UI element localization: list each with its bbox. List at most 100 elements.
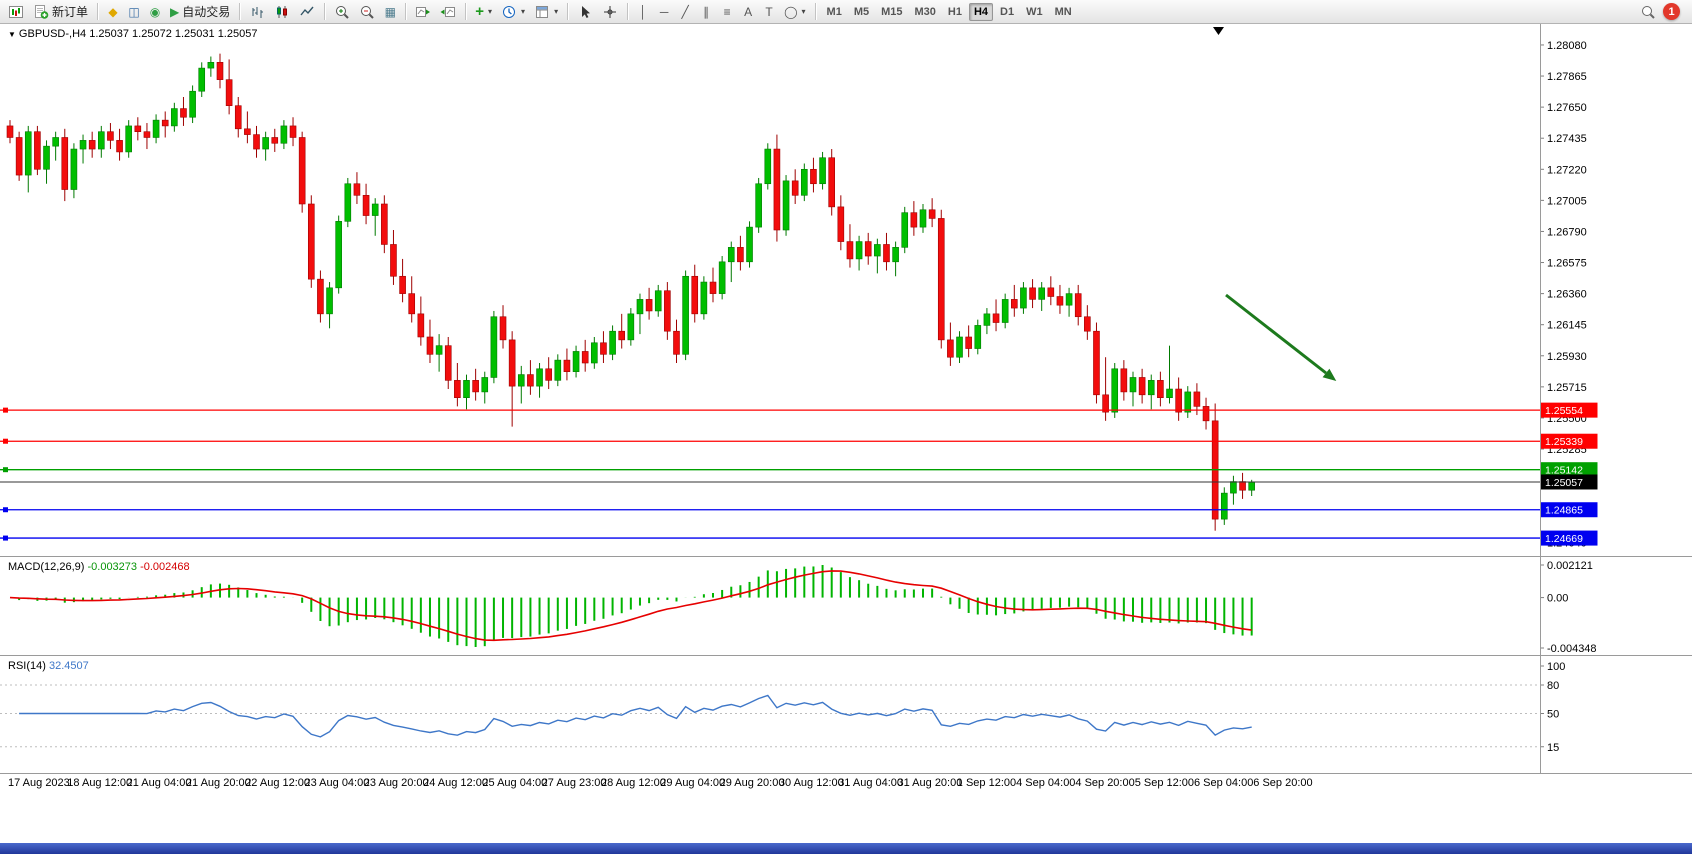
trend-arrow-head[interactable] xyxy=(1322,368,1337,381)
line-chart-mode-button[interactable] xyxy=(295,2,319,22)
symbol-name: GBPUSD-,H4 xyxy=(18,28,87,40)
candle-body xyxy=(554,359,562,381)
new-chart-button[interactable] xyxy=(4,2,28,22)
price-axis-label: 1.26790 xyxy=(1547,226,1587,238)
zoom-in-icon xyxy=(336,5,349,19)
vertical-line-tool-button[interactable]: │ xyxy=(633,2,653,22)
timeframe-w1-button[interactable]: W1 xyxy=(1021,3,1048,21)
candle-body xyxy=(1102,394,1109,413)
new-order-button[interactable]: 新订单 xyxy=(29,2,92,22)
indicators-button[interactable]: + ▾ xyxy=(471,2,496,22)
autotrading-button[interactable]: ▶ 自动交易 xyxy=(166,2,234,22)
timeframe-h4-button[interactable]: H4 xyxy=(968,2,994,21)
level-handle[interactable] xyxy=(3,535,8,541)
candle-body xyxy=(764,148,772,185)
candle-body xyxy=(1129,377,1137,393)
timeframe-mn-button[interactable]: MN xyxy=(1050,3,1077,21)
candle-body xyxy=(1001,299,1009,323)
candle-body xyxy=(810,168,817,185)
price-axis-label: 1.25930 xyxy=(1547,351,1587,363)
zoom-in-button[interactable] xyxy=(330,2,354,22)
candle-body xyxy=(271,137,279,144)
price-badge xyxy=(1540,530,1598,546)
timeframe-m15-button[interactable]: M15 xyxy=(876,3,907,21)
trendline-tool-button[interactable]: ╱ xyxy=(675,2,695,22)
data-window-button[interactable]: ◫ xyxy=(124,2,144,22)
level-handle[interactable] xyxy=(3,407,8,413)
horizontal-line-tool-button[interactable]: ─ xyxy=(654,2,674,22)
macd-panel-canvas[interactable]: 0.002121 0.00 -0.004348 xyxy=(0,556,1692,655)
zoom-out-button[interactable] xyxy=(355,2,379,22)
candle-body xyxy=(490,316,498,378)
tile-windows-button[interactable]: ▦ xyxy=(380,2,400,22)
shapes-tool-button[interactable]: ◯ ▾ xyxy=(780,2,809,22)
toolbar-separator xyxy=(239,3,241,20)
navigator-button[interactable]: ◉ xyxy=(145,2,165,22)
candle-body xyxy=(837,206,845,242)
notification-badge[interactable]: 1 xyxy=(1663,3,1680,20)
time-axis-label: 6 Sep 04:00 xyxy=(1194,777,1254,789)
bar-chart-mode-button[interactable] xyxy=(245,2,269,22)
candle-body xyxy=(1166,388,1173,399)
time-axis-label: 5 Sep 12:00 xyxy=(1134,777,1195,789)
candle-body xyxy=(244,128,251,135)
templates-button[interactable]: ▾ xyxy=(530,2,562,22)
candle-body xyxy=(1010,299,1018,309)
market-watch-button[interactable]: ◆ xyxy=(103,2,123,22)
candle-body xyxy=(664,290,671,332)
candle-body xyxy=(1147,380,1155,396)
candlestick-mode-button[interactable] xyxy=(270,2,294,22)
auto-scroll-button[interactable] xyxy=(411,2,435,22)
periods-button[interactable]: ▾ xyxy=(497,2,529,22)
candle-body xyxy=(280,125,288,144)
candle-body xyxy=(198,67,206,92)
level-handle[interactable] xyxy=(3,467,8,473)
price-badge-label: 1.25142 xyxy=(1545,465,1583,477)
macd-label: MACD(12,26,9) -0.003273 -0.002468 xyxy=(8,561,190,573)
candle-body xyxy=(782,180,790,231)
candle-body xyxy=(52,137,59,147)
cursor-tool-button[interactable] xyxy=(573,2,597,22)
search-icon[interactable] xyxy=(1640,4,1656,20)
macd-axis-label: 0.00 xyxy=(1547,593,1568,605)
label-tool-button[interactable]: T xyxy=(759,2,779,22)
data-window-icon: ◫ xyxy=(128,4,140,19)
timeframe-m5-button[interactable]: M5 xyxy=(849,3,874,21)
timeframe-d1-button[interactable]: D1 xyxy=(995,3,1019,21)
candle-body xyxy=(974,325,982,349)
time-axis-label: 17 Aug 2023 xyxy=(8,777,70,789)
candle-body xyxy=(381,203,388,245)
chart-shift-marker[interactable] xyxy=(1213,27,1224,35)
candle-body xyxy=(819,157,826,185)
macd-name: MACD(12,26,9) xyxy=(8,561,85,573)
channel-tool-button[interactable]: ∥ xyxy=(696,2,716,22)
fibonacci-tool-button[interactable]: ≡ xyxy=(717,2,737,22)
main-toolbar: 新订单 ◆ ◫ ◉ ▶ 自动交易 xyxy=(0,0,1692,24)
candle-body xyxy=(1093,330,1100,396)
chart-shift-button[interactable] xyxy=(436,2,460,22)
candle-body xyxy=(262,137,269,150)
rsi-panel-canvas[interactable]: 100 80 50 15 xyxy=(0,655,1692,773)
candle-body xyxy=(1184,391,1192,413)
timeframe-h1-button[interactable]: H1 xyxy=(943,3,967,21)
timeframe-m1-button[interactable]: M1 xyxy=(822,3,847,21)
trend-arrow-line[interactable] xyxy=(1225,293,1327,375)
main-chart-canvas[interactable]: 1.28080 1.27865 1.27650 1.27435 1.27220 1.270… xyxy=(0,24,1692,556)
cursor-icon xyxy=(582,5,591,18)
rsi-axis-label: 15 xyxy=(1547,742,1559,754)
timeframe-m30-button[interactable]: M30 xyxy=(910,3,941,21)
candle-body xyxy=(618,330,626,341)
auto-scroll-icon xyxy=(416,6,431,17)
text-tool-button[interactable]: A xyxy=(738,2,758,22)
candle-body xyxy=(773,148,781,231)
candle-body xyxy=(353,183,361,196)
level-handle[interactable] xyxy=(3,438,8,444)
level-handle[interactable] xyxy=(3,507,8,513)
toolbar-separator xyxy=(814,3,816,20)
candle-body xyxy=(307,203,315,280)
time-axis[interactable]: 17 Aug 2023 18 Aug 12:00 21 Aug 04:00 21 Au… xyxy=(0,773,1692,792)
timeframe-group: M1 M5 M15 M30 H1 H4 D1 W1 MN xyxy=(821,2,1078,21)
crosshair-tool-button[interactable] xyxy=(598,2,622,22)
symbol-dropdown-icon[interactable]: ▼ xyxy=(8,30,16,39)
